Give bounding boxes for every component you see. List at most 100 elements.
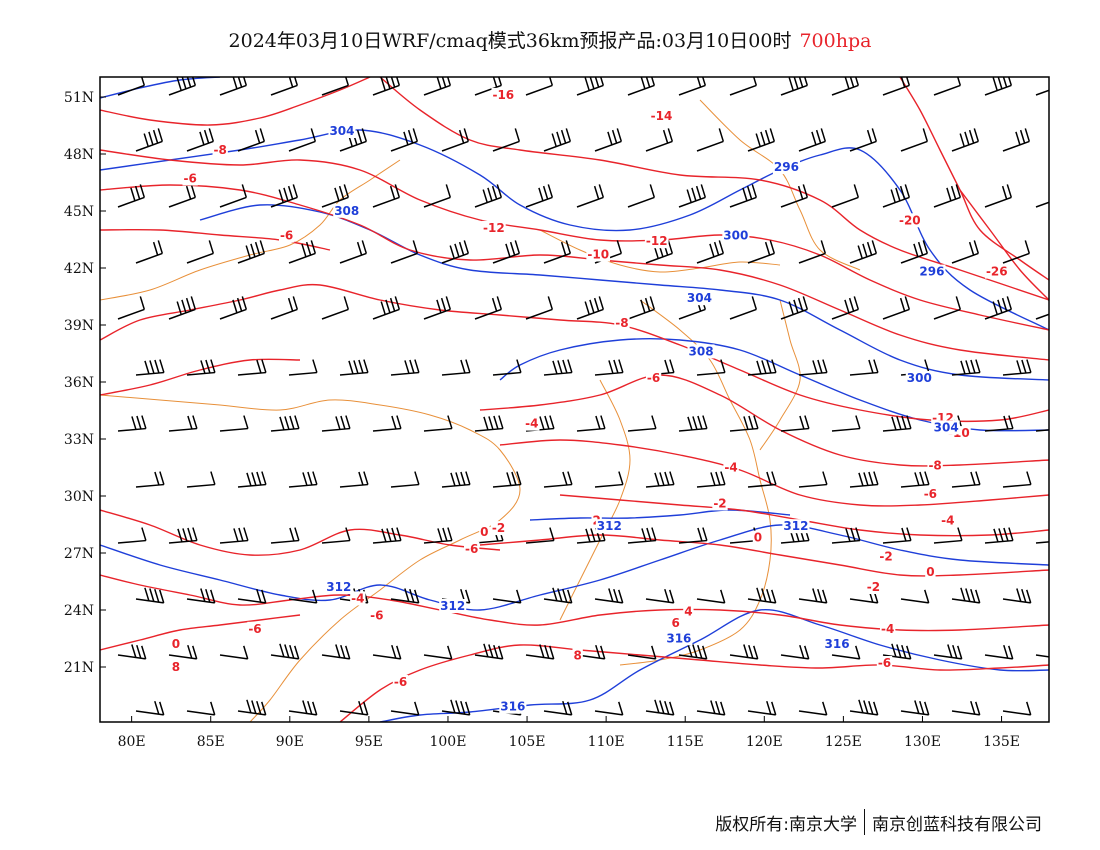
wind-barb — [219, 527, 249, 544]
temperature-label-bg — [170, 659, 182, 674]
temperature-label: -2 — [713, 496, 726, 510]
temperature-label-bg — [392, 675, 409, 689]
temperature-label: -10 — [587, 248, 609, 262]
wind-barb — [492, 128, 521, 152]
temperature-label: -4 — [525, 417, 538, 431]
wind-barb — [951, 471, 981, 488]
y-tick-label: 33N — [64, 432, 94, 448]
temperature-label-bg — [878, 549, 894, 564]
temperature-label: -6 — [647, 371, 660, 385]
wind-barb — [288, 128, 317, 152]
temperature-label-bg — [723, 460, 739, 475]
wind-barb — [441, 359, 471, 376]
y-tick-label: 48N — [64, 147, 94, 163]
wind-barb — [288, 589, 318, 604]
wind-barb — [390, 359, 420, 376]
temperature-label-bg — [614, 315, 630, 330]
wind-barb — [951, 128, 980, 152]
wind-barb — [525, 184, 554, 208]
temperature-label: 6 — [672, 616, 680, 630]
temperature-label-bg — [490, 521, 507, 536]
temperature-label: -4 — [351, 591, 364, 605]
y-tick-label: 21N — [64, 660, 94, 676]
wind-barb — [372, 644, 402, 660]
copyright-owner: 版权所有:南京大学 — [715, 814, 857, 835]
wind-barb — [441, 128, 470, 152]
map-frame — [99, 76, 1050, 723]
wind-barb — [576, 296, 605, 320]
temperature-isoline — [100, 574, 1049, 632]
wind-barb — [678, 527, 708, 544]
wind-barb — [1002, 359, 1032, 376]
x-axis: 80E 85E 90E 95E 100E 105E 110E 115E 120E 125E 130E… — [118, 716, 1020, 750]
wind-barb — [390, 240, 419, 264]
temperature-label: 8 — [172, 660, 180, 674]
temperature-label-bg — [649, 108, 674, 123]
x-tick-label: 95E — [355, 734, 383, 750]
boundary-line — [699, 99, 861, 271]
temperature-isoline — [959, 189, 1049, 301]
pressure-level-label: 700hpa — [799, 30, 872, 52]
temperature-isoline — [479, 534, 1049, 577]
height-label: 304 — [687, 291, 712, 305]
temperature-label-bg — [369, 608, 385, 623]
wind-barb — [1035, 299, 1049, 320]
wind-barb — [882, 643, 912, 660]
wind-barb — [186, 588, 216, 604]
wind-barb — [270, 184, 299, 208]
wind-barb — [474, 415, 504, 432]
temperature-label-bg — [170, 637, 182, 651]
wind-barb — [441, 471, 471, 488]
temperature-label: -8 — [928, 458, 941, 472]
wind-barb — [780, 184, 809, 208]
temperature-isoline — [379, 77, 1049, 301]
wind-barb — [1002, 471, 1032, 488]
boundary-line — [100, 394, 521, 722]
wind-barb — [186, 359, 216, 376]
wind-barb — [492, 240, 521, 264]
wind-barb — [747, 128, 776, 152]
temperature-label-bg — [481, 220, 506, 235]
height-label: 304 — [329, 124, 354, 138]
wind-barb — [798, 701, 828, 716]
height-label: 296 — [774, 160, 799, 174]
temperature-label: 0 — [172, 637, 180, 651]
wind-barb — [321, 415, 351, 432]
wind-barb — [288, 700, 318, 716]
wind-barb — [1035, 654, 1049, 658]
wind-barb — [882, 296, 911, 320]
height-label: 312 — [440, 599, 465, 613]
height-label-bg — [333, 203, 361, 218]
temperature-label-bg — [984, 264, 1009, 279]
wind-barb — [372, 77, 401, 96]
wind-barb — [729, 644, 759, 660]
temperature-label-bg — [897, 213, 922, 228]
wind-barb — [747, 700, 777, 716]
wind-barb — [321, 77, 350, 96]
wind-barb — [1002, 128, 1031, 152]
copyright-footer: 版权所有:南京大学 南京创蓝科技有限公司 — [715, 809, 1042, 835]
temperature-label-bg — [479, 524, 490, 539]
wind-barb — [525, 77, 554, 96]
temperature-label: 0 — [926, 565, 934, 579]
wind-barb — [423, 415, 453, 432]
wind-barb — [270, 296, 299, 320]
wind-barb — [543, 587, 573, 604]
temperature-label-bg — [927, 458, 943, 473]
temperature-label-bg — [586, 247, 611, 262]
temperature-isoline — [339, 644, 1049, 722]
temperature-label-bg — [712, 496, 728, 511]
wind-barb — [951, 359, 981, 376]
wind-barb — [423, 77, 452, 96]
temperature-label: -12 — [646, 234, 668, 248]
y-tick-label: 24N — [64, 603, 94, 619]
wind-barb — [678, 415, 708, 432]
height-isoline — [100, 524, 1049, 611]
wind-barb — [729, 415, 759, 432]
temperature-label: -12 — [483, 221, 505, 235]
y-tick-label: 45N — [64, 204, 94, 220]
wind-barb — [474, 643, 504, 660]
height-label-bg — [665, 631, 693, 646]
wind-barb — [696, 471, 726, 488]
wind-barb — [627, 415, 657, 432]
